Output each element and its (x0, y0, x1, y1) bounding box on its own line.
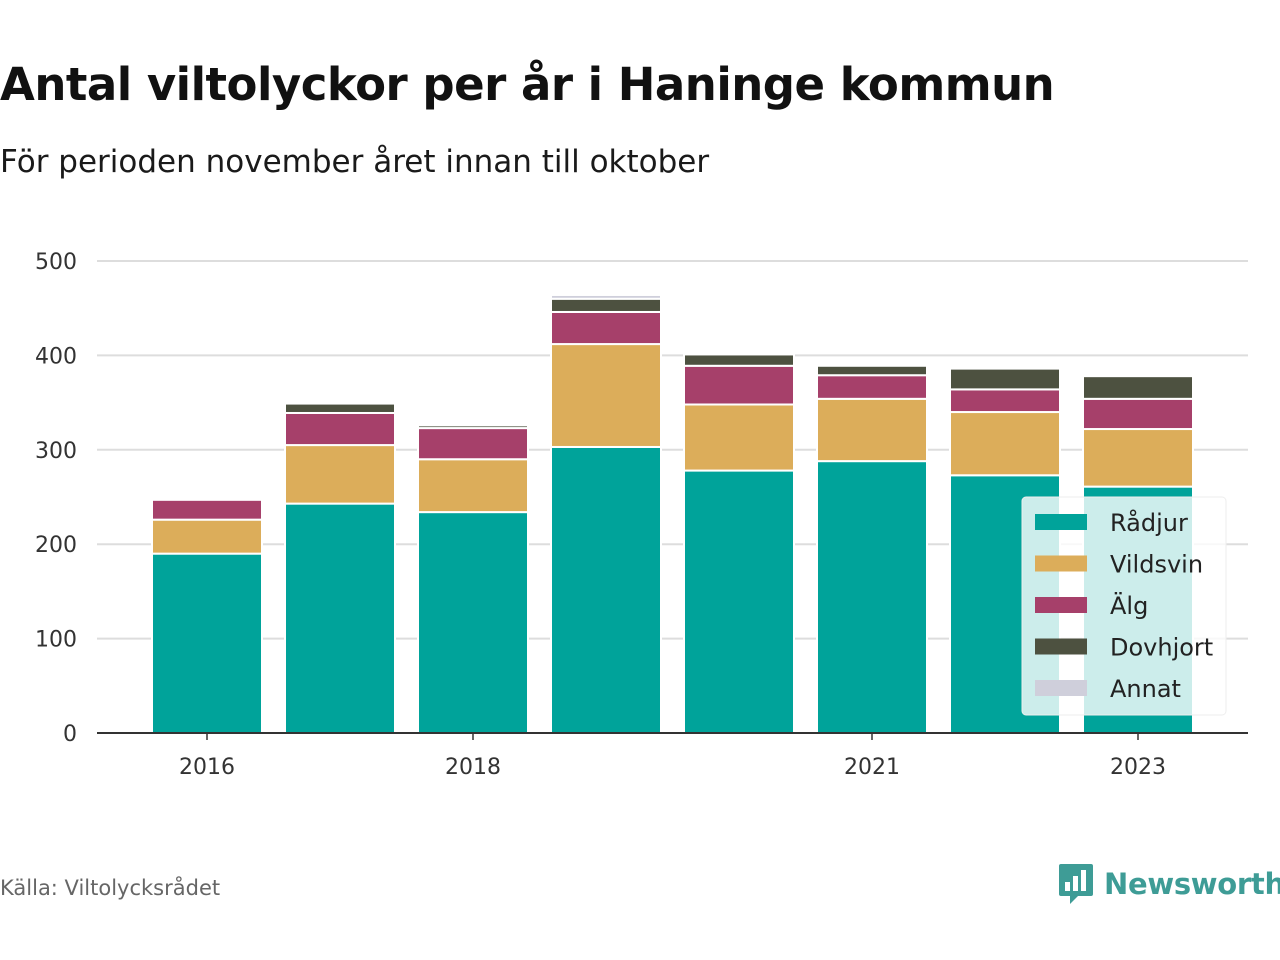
bar-2022-dovhjort (949, 367, 1061, 391)
bar-2017-rådjur (284, 502, 396, 734)
chart-subtitle: För perioden november året innan till ok… (0, 144, 710, 180)
legend-swatch-vildsvin (1035, 555, 1087, 572)
bar-2018-älg (417, 427, 529, 461)
x-tick-label-2021: 2021 (844, 755, 900, 780)
bar-2020-vildsvin (683, 403, 795, 472)
legend-label-älg: Älg (1110, 591, 1148, 620)
x-tick-label-2023: 2023 (1110, 755, 1166, 780)
bar-2019-dovhjort (550, 297, 662, 313)
y-tick-label-200: 200 (35, 533, 77, 558)
bar-2016-rådjur (151, 552, 263, 735)
bar-2020-dovhjort (683, 353, 795, 367)
legend-swatch-rådjur (1035, 514, 1087, 530)
bar-2021-dovhjort (816, 364, 928, 377)
bar-2019-rådjur (550, 445, 662, 734)
bar-2017-älg (284, 411, 396, 447)
chart-title: Antal viltolyckor per år i Haninge kommu… (0, 58, 1055, 111)
bar-2019-vildsvin (550, 343, 662, 448)
bar-2020-älg (683, 364, 795, 406)
x-tick-labels: 2016 2018 2021 2023 (179, 733, 1166, 780)
y-tick-label-100: 100 (35, 628, 77, 653)
y-tick-labels: 0 100 200 300 400 500 (35, 250, 77, 747)
bar-2018-rådjur (417, 511, 529, 734)
bar-2022-älg (949, 388, 1061, 414)
legend: Rådjur Vildsvin Älg Dovhjort Annat (1021, 496, 1227, 716)
legend-label-annat: Annat (1110, 675, 1181, 703)
legend-label-rådjur: Rådjur (1110, 508, 1188, 537)
legend-box (1021, 496, 1227, 716)
brand-logo: Newsworthy (1058, 862, 1280, 906)
y-tick-label-500: 500 (35, 250, 77, 275)
bar-2023-älg (1082, 397, 1194, 431)
legend-swatch-dovhjort (1035, 638, 1087, 655)
legend-label-dovhjort: Dovhjort (1110, 634, 1213, 662)
bar-2016-älg (151, 498, 263, 521)
newsworthy-logo-icon (1059, 864, 1093, 904)
y-tick-label-300: 300 (35, 439, 77, 464)
bar-2017-vildsvin (284, 444, 396, 505)
brand-name: Newsworthy (1104, 867, 1280, 901)
bar-2023-vildsvin (1082, 428, 1194, 488)
bar-2021-rådjur (816, 460, 928, 734)
bar-2018-vildsvin (417, 458, 529, 514)
bar-2019-annat (550, 293, 662, 300)
bar-2019-älg (550, 310, 662, 346)
legend-swatch-annat (1035, 680, 1087, 696)
bar-2022-vildsvin (949, 411, 1061, 477)
y-tick-label-400: 400 (35, 344, 77, 369)
source-note: Källa: Viltolycksrådet (0, 876, 221, 900)
legend-swatch-älg (1035, 597, 1087, 613)
y-tick-label-0: 0 (63, 722, 77, 747)
legend-label-vildsvin: Vildsvin (1110, 551, 1203, 579)
bar-2016-vildsvin (151, 518, 263, 555)
bar-2017-dovhjort (284, 402, 396, 414)
bar-2017-annat (284, 401, 396, 405)
bar-2018-annat (417, 422, 529, 427)
x-tick-label-2018: 2018 (445, 755, 501, 780)
bar-2021-vildsvin (816, 397, 928, 463)
x-tick-label-2016: 2016 (179, 755, 235, 780)
bar-2020-rådjur (683, 469, 795, 734)
bar-2021-älg (816, 374, 928, 400)
bar-2023-dovhjort (1082, 375, 1194, 400)
